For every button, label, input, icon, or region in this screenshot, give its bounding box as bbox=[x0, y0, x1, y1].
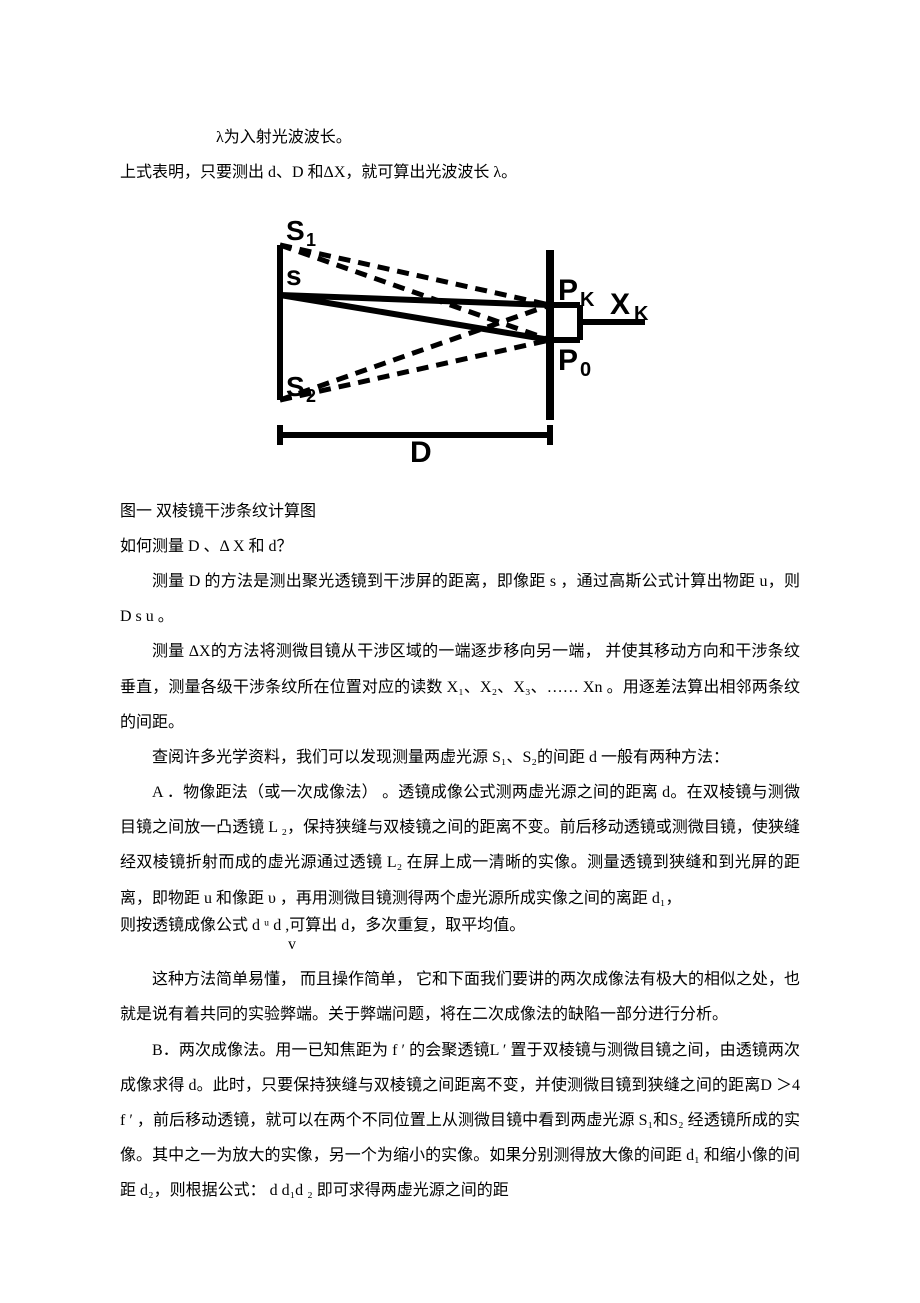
svg-text:s: s bbox=[286, 260, 302, 291]
svg-text:1: 1 bbox=[306, 230, 316, 250]
line-formula-explain: 上式表明，只要测出 d、D 和ΔX，就可算出光波波长 λ。 bbox=[120, 155, 800, 190]
svg-text:S: S bbox=[286, 215, 305, 246]
svg-text:X: X bbox=[610, 288, 630, 321]
line-method-A-1: A ．物像距法（或一次成像法） 。透镜成像公式测两虚光源之间的距离 d。在双棱镜… bbox=[120, 775, 800, 916]
line-method-A-note: 这种方法简单易懂， 而且操作简单， 它和下面我们要讲的两次成像法有极大的相似之处… bbox=[120, 962, 800, 1032]
figure-1-caption: 图一 双棱镜干涉条纹计算图 bbox=[120, 494, 800, 529]
line-measure-DX: 测量 ΔX的方法将测微目镜从干涉区域的一端逐步移向另一端， 并使其移动方向和干涉… bbox=[120, 634, 800, 740]
line-how-measure: 如何测量 D 、Δ X 和 d？ bbox=[120, 529, 800, 564]
svg-text:S: S bbox=[286, 371, 305, 402]
svg-text:P: P bbox=[558, 344, 578, 377]
line-method-B: B．两次成像法。用一已知焦距为 f ′ 的会聚透镜L ′ 置于双棱镜与测微目镜之… bbox=[120, 1033, 800, 1209]
biprism-interference-figure: S 1 s S 2 P K P 0 X K D bbox=[250, 210, 670, 470]
line-method-A-formula: 则按透镜成像公式 d ᵘ d ,可算出 d，多次重复，取平均值。 bbox=[120, 916, 800, 935]
svg-text:2: 2 bbox=[306, 386, 316, 406]
svg-text:P: P bbox=[558, 274, 578, 307]
line-lambda-note: λ为入射光波波长。 bbox=[120, 120, 800, 155]
figure-1-diagram: S 1 s S 2 P K P 0 X K D bbox=[120, 210, 800, 483]
svg-text:D: D bbox=[410, 436, 432, 469]
svg-text:K: K bbox=[634, 303, 649, 325]
line-two-methods: 查阅许多光学资料，我们可以发现测量两虚光源 S₁、S₂的间距 d 一般有两种方法… bbox=[120, 740, 800, 775]
line-method-A-formula-denom: v bbox=[288, 935, 800, 954]
svg-text:0: 0 bbox=[580, 359, 591, 381]
line-measure-D: 测量 D 的方法是测出聚光透镜到干涉屏的距离，即像距 s ，通过高斯公式计算出物… bbox=[120, 564, 800, 634]
svg-text:K: K bbox=[580, 289, 595, 311]
document-page: λ为入射光波波长。 上式表明，只要测出 d、D 和ΔX，就可算出光波波长 λ。 bbox=[0, 0, 920, 1289]
